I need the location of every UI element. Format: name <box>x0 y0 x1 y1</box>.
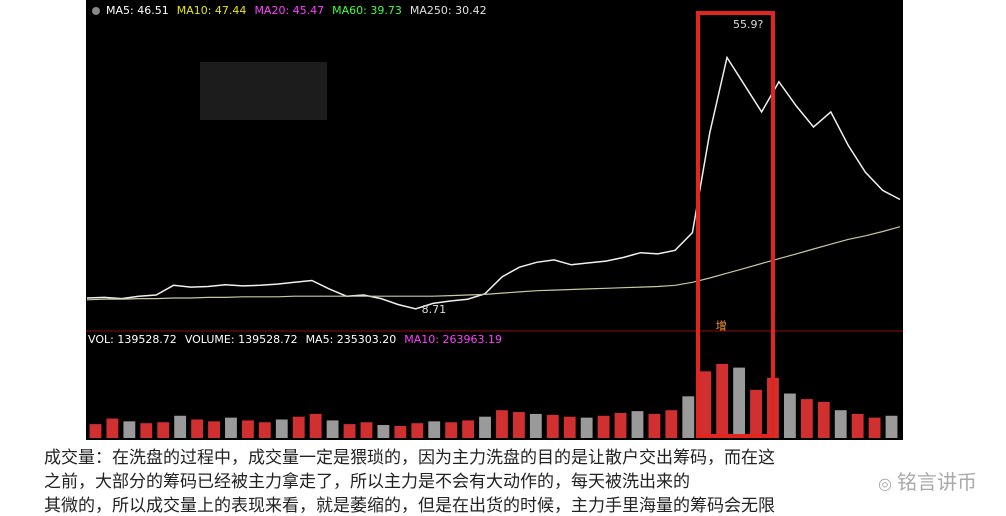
volume-bar <box>445 422 458 438</box>
volume-bar <box>106 418 119 438</box>
volume-bar <box>360 422 373 438</box>
volume-bar <box>885 415 898 438</box>
legend-entry: MA60: 39.73 <box>332 4 402 17</box>
volume-bar <box>326 420 339 438</box>
volume-bar <box>292 416 305 438</box>
volume-bar <box>733 367 746 438</box>
volume-bar <box>783 393 796 438</box>
price-line <box>86 55 901 310</box>
volume-bar <box>682 396 695 438</box>
volume-bar <box>648 413 661 438</box>
volume-bar <box>834 410 847 438</box>
volume-bar <box>258 422 271 438</box>
volume-bar <box>394 425 407 438</box>
watermark-icon: ◎ <box>878 474 898 493</box>
volume-bar <box>512 412 525 438</box>
legend-entry: MA5: 235303.20 <box>306 333 397 346</box>
volume-bar <box>123 421 136 438</box>
legend-entry: MA10: 263963.19 <box>404 333 502 346</box>
volume-bar <box>851 413 864 438</box>
legend-icon <box>92 7 100 15</box>
volume-bar <box>241 420 254 438</box>
volume-bar <box>546 414 559 438</box>
volume-bar <box>411 423 424 438</box>
volume-bar <box>462 420 475 438</box>
volume-bar <box>208 421 220 438</box>
volume-bar <box>716 363 729 438</box>
volume-bar <box>157 422 170 438</box>
watermark-text: 铭言讲币 <box>897 470 978 494</box>
volume-bar <box>191 419 204 438</box>
annotation: 55.9? <box>733 18 763 31</box>
volume-bar <box>631 411 644 438</box>
watermark: ◎ 铭言讲币 <box>878 466 977 495</box>
marks: MA5: 46.51 MA10: 47.44 MA20: 45.47 MA60: 39… <box>86 4 901 438</box>
legend-entry: MA10: 47.44 <box>177 4 247 17</box>
chart: MA5: 46.51 MA10: 47.44 MA20: 45.47 MA60: 39… <box>86 0 903 440</box>
volume-bar <box>377 425 390 438</box>
volume-bar <box>868 417 881 438</box>
paragraph-line: 其微的，所以成交量上的表现来看，就是萎缩的，但是在出货的时候，主力手里海量的筹码… <box>44 496 775 516</box>
volume-bar <box>343 424 356 438</box>
legend-entry: VOLUME: 139528.72 <box>185 333 298 346</box>
legend-entry: MA5: 46.51 <box>106 4 169 17</box>
paragraph-line: 之前，大部分的筹码已经被主力拿走了，所以主力是不会有大动作的，每天被洗出来的 <box>44 472 690 492</box>
volume-bar <box>225 417 237 438</box>
volume-bar <box>174 415 187 438</box>
volume-bar <box>496 410 508 438</box>
volume-bar <box>614 412 627 438</box>
legend-entry: VOL: 139528.72 <box>88 333 177 346</box>
volume-bar <box>140 423 153 438</box>
volume-bar <box>665 410 678 438</box>
volume-bar <box>89 424 102 438</box>
legend-entry: MA20: 45.47 <box>254 4 324 17</box>
volume-bar <box>563 416 576 438</box>
price-line <box>86 226 901 301</box>
volume-bar <box>275 419 288 438</box>
legend-entry: MA250: 30.42 <box>410 4 487 17</box>
volume-bar <box>529 413 542 438</box>
highlight-box <box>696 11 775 438</box>
paragraph-line: 成交量：在洗盘的过程中，成交量一定是猥琐的，因为主力洗盘的目的是让散户交出筹码，… <box>44 448 775 468</box>
volume-bar <box>309 413 322 438</box>
volume-bar <box>597 415 610 438</box>
volume-bar <box>699 371 712 438</box>
volume-bar <box>817 401 830 438</box>
volume-bar <box>750 389 762 438</box>
masked-block <box>200 62 327 120</box>
annotation: 增 <box>716 318 727 332</box>
annotation: 8.71 <box>422 303 447 316</box>
volume-bar <box>800 399 813 438</box>
volume-bar <box>580 417 593 438</box>
volume-bar <box>428 421 441 438</box>
volume-bar <box>479 416 491 438</box>
